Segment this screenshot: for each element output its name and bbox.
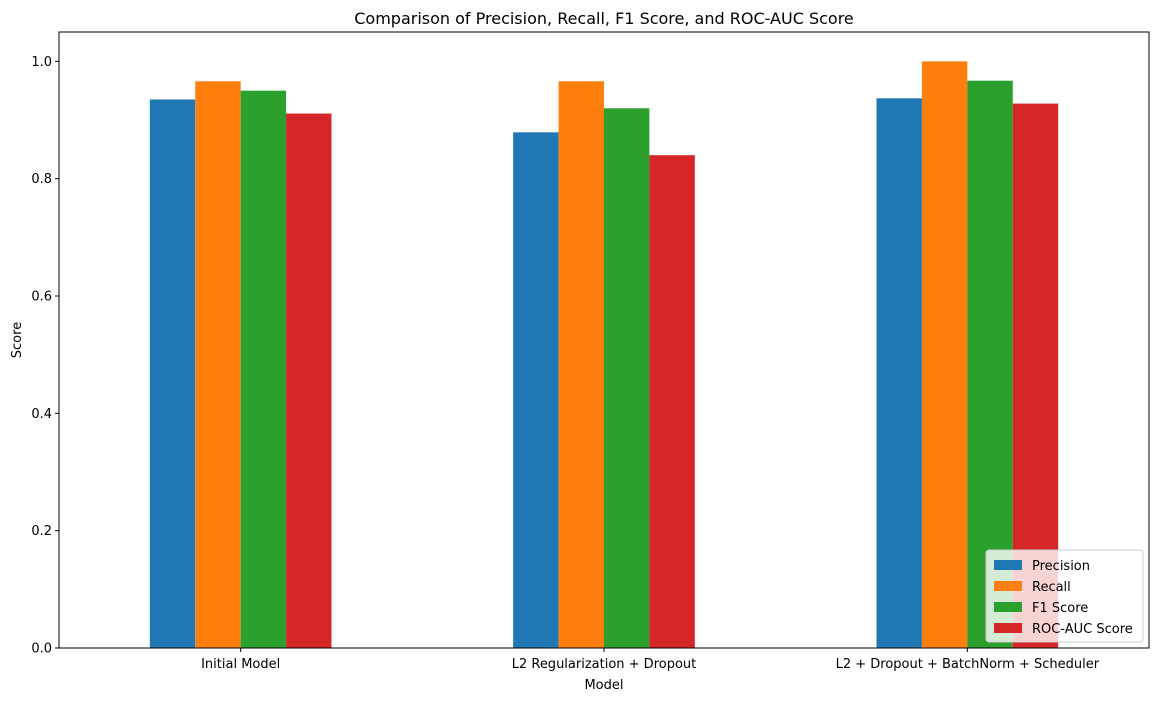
- legend: Precision Recall F1 Score ROC-AUC Score: [985, 549, 1144, 643]
- bar-recall-2: [921, 61, 968, 649]
- y-tick-label: 0.4: [31, 407, 52, 422]
- x-tick-label: L2 + Dropout + BatchNorm + Scheduler: [836, 657, 1100, 672]
- bars-group: [149, 61, 1059, 649]
- bar-roc-auc-score-0: [286, 113, 332, 648]
- y-tick-label: 0.8: [31, 172, 52, 187]
- y-axis-label: Score: [10, 322, 25, 358]
- legend-swatch: [994, 581, 1022, 591]
- legend-swatch: [994, 602, 1022, 612]
- y-tick-label: 0.2: [31, 524, 52, 539]
- legend-label: F1 Score: [1032, 601, 1088, 616]
- legend-label: Precision: [1032, 559, 1090, 574]
- x-tick-label: L2 Regularization + Dropout: [512, 657, 697, 672]
- bar-recall-1: [558, 81, 604, 648]
- y-tick-label: 1.0: [31, 55, 52, 70]
- legend-frame: [985, 549, 1144, 643]
- bar-precision-0: [149, 99, 196, 648]
- legend-label: ROC-AUC Score: [1032, 622, 1133, 637]
- bar-f1-score-1: [604, 108, 650, 649]
- legend-swatch: [994, 623, 1022, 633]
- bar-precision-2: [876, 98, 922, 648]
- bar-precision-1: [513, 132, 559, 648]
- y-axis: 0.0 0.2 0.4 0.6 0.8 1.0: [31, 55, 59, 657]
- y-tick-label: 0.6: [31, 290, 52, 305]
- x-tick-label: Initial Model: [201, 657, 280, 672]
- x-axis: Initial Model L2 Regularization + Dropout…: [201, 648, 1100, 672]
- bar-recall-0: [195, 81, 241, 648]
- legend-label: Recall: [1032, 580, 1071, 595]
- y-tick-label: 0.0: [31, 642, 52, 657]
- legend-swatch: [994, 560, 1022, 570]
- chart-title: Comparison of Precision, Recall, F1 Scor…: [354, 9, 854, 28]
- bar-roc-auc-score-1: [649, 155, 695, 648]
- bar-f1-score-0: [240, 90, 287, 648]
- x-axis-label: Model: [584, 678, 623, 693]
